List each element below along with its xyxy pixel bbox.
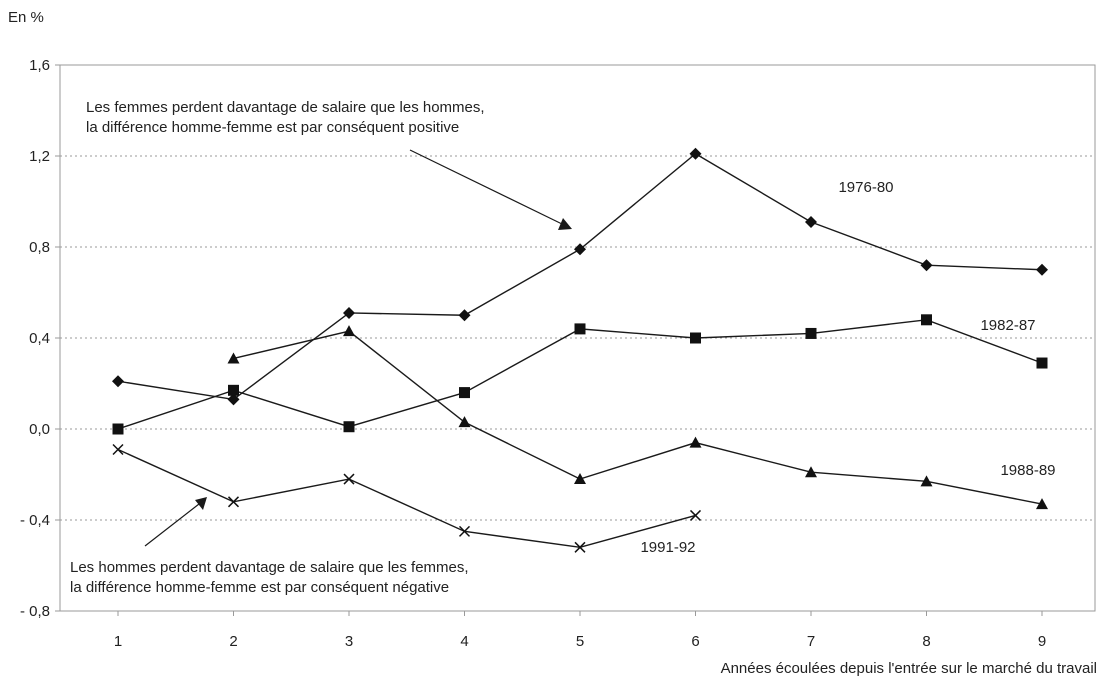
y-tick-label: - 0,8 bbox=[20, 603, 50, 620]
annotation-bottom-arrowhead bbox=[195, 497, 207, 510]
series-1982-87 bbox=[112, 314, 1048, 435]
data-point bbox=[458, 416, 471, 428]
annotation-top-arrowhead bbox=[558, 218, 572, 230]
data-point bbox=[805, 327, 817, 339]
x-tick-label: 5 bbox=[576, 633, 584, 650]
series-line bbox=[117, 319, 1043, 430]
data-point bbox=[921, 314, 932, 326]
data-point bbox=[574, 243, 586, 256]
data-point bbox=[805, 466, 817, 478]
y-tick-label: 1,2 bbox=[29, 148, 50, 165]
x-tick-label: 3 bbox=[345, 633, 353, 650]
annotation-top-arrow bbox=[409, 149, 563, 225]
series-label: 1976-80 bbox=[838, 179, 893, 196]
data-point bbox=[1036, 498, 1048, 510]
data-point bbox=[574, 473, 586, 485]
data-point bbox=[805, 215, 817, 228]
x-tick-label: 4 bbox=[460, 633, 468, 650]
data-point bbox=[343, 421, 355, 433]
x-tick-label: 8 bbox=[922, 633, 930, 650]
series-line bbox=[117, 448, 696, 549]
x-axis-title: Années écoulées depuis l'entrée sur le m… bbox=[721, 660, 1097, 677]
data-point bbox=[574, 323, 586, 335]
data-point bbox=[574, 541, 586, 553]
data-point bbox=[920, 475, 933, 487]
data-point bbox=[112, 423, 124, 435]
data-point bbox=[343, 306, 355, 319]
data-point bbox=[228, 384, 239, 396]
series-layer bbox=[112, 147, 1048, 553]
data-point bbox=[689, 436, 702, 448]
grid-layer bbox=[60, 155, 1095, 521]
y-tick-label: 1,6 bbox=[29, 57, 50, 74]
series-line bbox=[233, 330, 1043, 505]
series-labels: 1976-80 1982-87 1988-89 1991-92 bbox=[640, 179, 1055, 556]
x-tick-label: 2 bbox=[229, 633, 237, 650]
series-label: 1988-89 bbox=[1000, 462, 1055, 479]
data-point bbox=[1036, 263, 1048, 276]
x-axis-ticks: 1 2 3 4 5 6 7 8 9 bbox=[114, 611, 1046, 650]
y-unit-label: En % bbox=[8, 9, 44, 26]
annotation-bottom-arrow bbox=[144, 503, 200, 547]
data-point bbox=[458, 309, 471, 322]
data-point bbox=[458, 525, 471, 537]
data-point bbox=[920, 259, 933, 272]
series-1976-80 bbox=[112, 147, 1048, 406]
y-axis-ticks: 1,6 1,2 0,8 0,4 0,0 - 0,4 - 0,8 bbox=[20, 57, 60, 620]
series-label: 1982-87 bbox=[980, 317, 1035, 334]
data-point bbox=[689, 147, 702, 160]
data-point bbox=[112, 443, 124, 456]
x-tick-label: 7 bbox=[807, 633, 815, 650]
data-point bbox=[1036, 357, 1048, 369]
x-tick-label: 1 bbox=[114, 633, 122, 650]
data-point bbox=[689, 509, 702, 521]
y-tick-label: - 0,4 bbox=[20, 512, 50, 529]
data-point bbox=[690, 332, 701, 344]
data-point bbox=[343, 473, 355, 485]
data-point bbox=[343, 325, 355, 337]
data-point bbox=[227, 352, 240, 364]
x-tick-label: 9 bbox=[1038, 633, 1046, 650]
annotation-top-line-2: la différence homme-femme est par conséq… bbox=[86, 119, 459, 136]
data-point bbox=[227, 393, 240, 406]
data-point bbox=[112, 375, 124, 388]
data-point bbox=[227, 496, 240, 508]
y-tick-label: 0,4 bbox=[29, 330, 50, 347]
y-tick-label: 0,0 bbox=[29, 421, 50, 438]
x-tick-label: 6 bbox=[691, 633, 699, 650]
series-1991-92 bbox=[112, 443, 702, 553]
annotation-bottom-line-2: la différence homme-femme est par conséq… bbox=[70, 579, 449, 596]
annotation-top-line-1: Les femmes perdent davantage de salaire … bbox=[86, 99, 485, 116]
series-1988-89 bbox=[227, 325, 1048, 510]
data-point bbox=[459, 387, 470, 399]
y-tick-label: 0,8 bbox=[29, 239, 50, 256]
series-label: 1991-92 bbox=[640, 539, 695, 556]
annotation-bottom-line-1: Les hommes perdent davantage de salaire … bbox=[70, 559, 469, 576]
series-line bbox=[117, 152, 1043, 401]
